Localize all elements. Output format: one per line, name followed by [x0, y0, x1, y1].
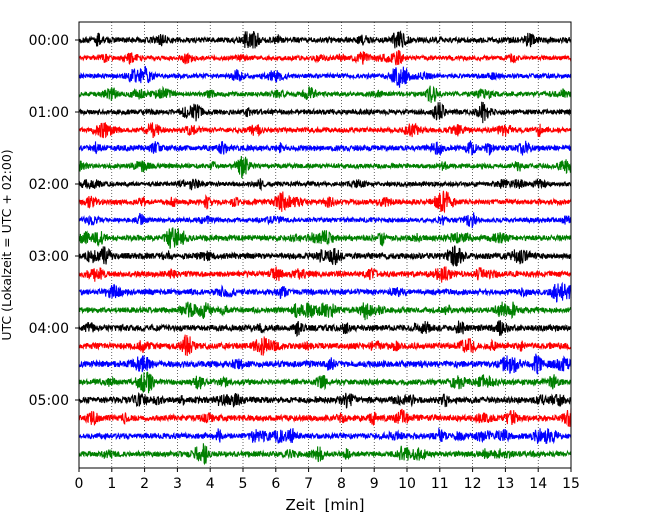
trace-0515 [78, 408, 572, 427]
y-tick-label: 00:00 [29, 33, 69, 49]
x-tick-label: 7 [304, 476, 313, 492]
y-tick-label: 02:00 [29, 177, 69, 193]
x-axis-label: Zeit [min] [285, 496, 364, 514]
trace-0345 [78, 301, 572, 321]
x-tick-label: 5 [239, 476, 248, 492]
trace-0215 [78, 190, 572, 214]
x-tick-label: 14 [529, 476, 547, 492]
trace-0045 [78, 85, 572, 103]
trace-0500 [78, 392, 572, 409]
trace-0000 [78, 30, 572, 49]
trace-0445 [78, 371, 572, 394]
x-tick-label: 0 [75, 476, 84, 492]
traces [78, 30, 572, 466]
trace-0100 [78, 101, 572, 124]
trace-0430 [78, 353, 572, 375]
x-axis: 0 1 2 3 4 5 6 7 8 9 10 11 12 13 14 15 [75, 468, 580, 492]
x-tick-label: 9 [370, 476, 379, 492]
trace-0130 [78, 140, 572, 156]
y-axis-label: UTC (Lokalzeit = UTC + 02:00) [0, 149, 14, 340]
y-tick-label: 05:00 [29, 393, 69, 409]
x-tick-label: 2 [140, 476, 149, 492]
trace-0245 [78, 227, 572, 249]
x-tick-label: 11 [431, 476, 449, 492]
trace-0415 [78, 334, 572, 357]
trace-0545 [78, 443, 572, 466]
trace-0315 [78, 266, 572, 283]
trace-0300 [78, 245, 572, 267]
x-tick-label: 1 [107, 476, 116, 492]
x-tick-label: 15 [562, 476, 580, 492]
trace-0030 [78, 65, 572, 88]
y-tick-label: 03:00 [29, 249, 69, 265]
y-tick-label: 01:00 [29, 105, 69, 121]
y-tick-label: 04:00 [29, 321, 69, 337]
trace-0145 [78, 155, 572, 180]
trace-0200 [78, 178, 572, 192]
x-tick-label: 6 [271, 476, 280, 492]
plot-frame [78, 21, 572, 469]
trace-0115 [78, 122, 572, 139]
x-tick-label: 4 [206, 476, 215, 492]
trace-0330 [78, 281, 572, 303]
x-tick-label: 8 [337, 476, 346, 492]
trace-0015 [78, 50, 572, 66]
x-tick-label: 13 [496, 476, 514, 492]
trace-0530 [78, 427, 572, 445]
y-axis: 00:00 01:00 02:00 03:00 04:00 05:00 [29, 33, 79, 409]
trace-0400 [78, 320, 572, 337]
x-tick-label: 12 [464, 476, 482, 492]
x-tick-label: 10 [398, 476, 416, 492]
x-tick-label: 3 [173, 476, 182, 492]
trace-0230 [78, 212, 572, 229]
